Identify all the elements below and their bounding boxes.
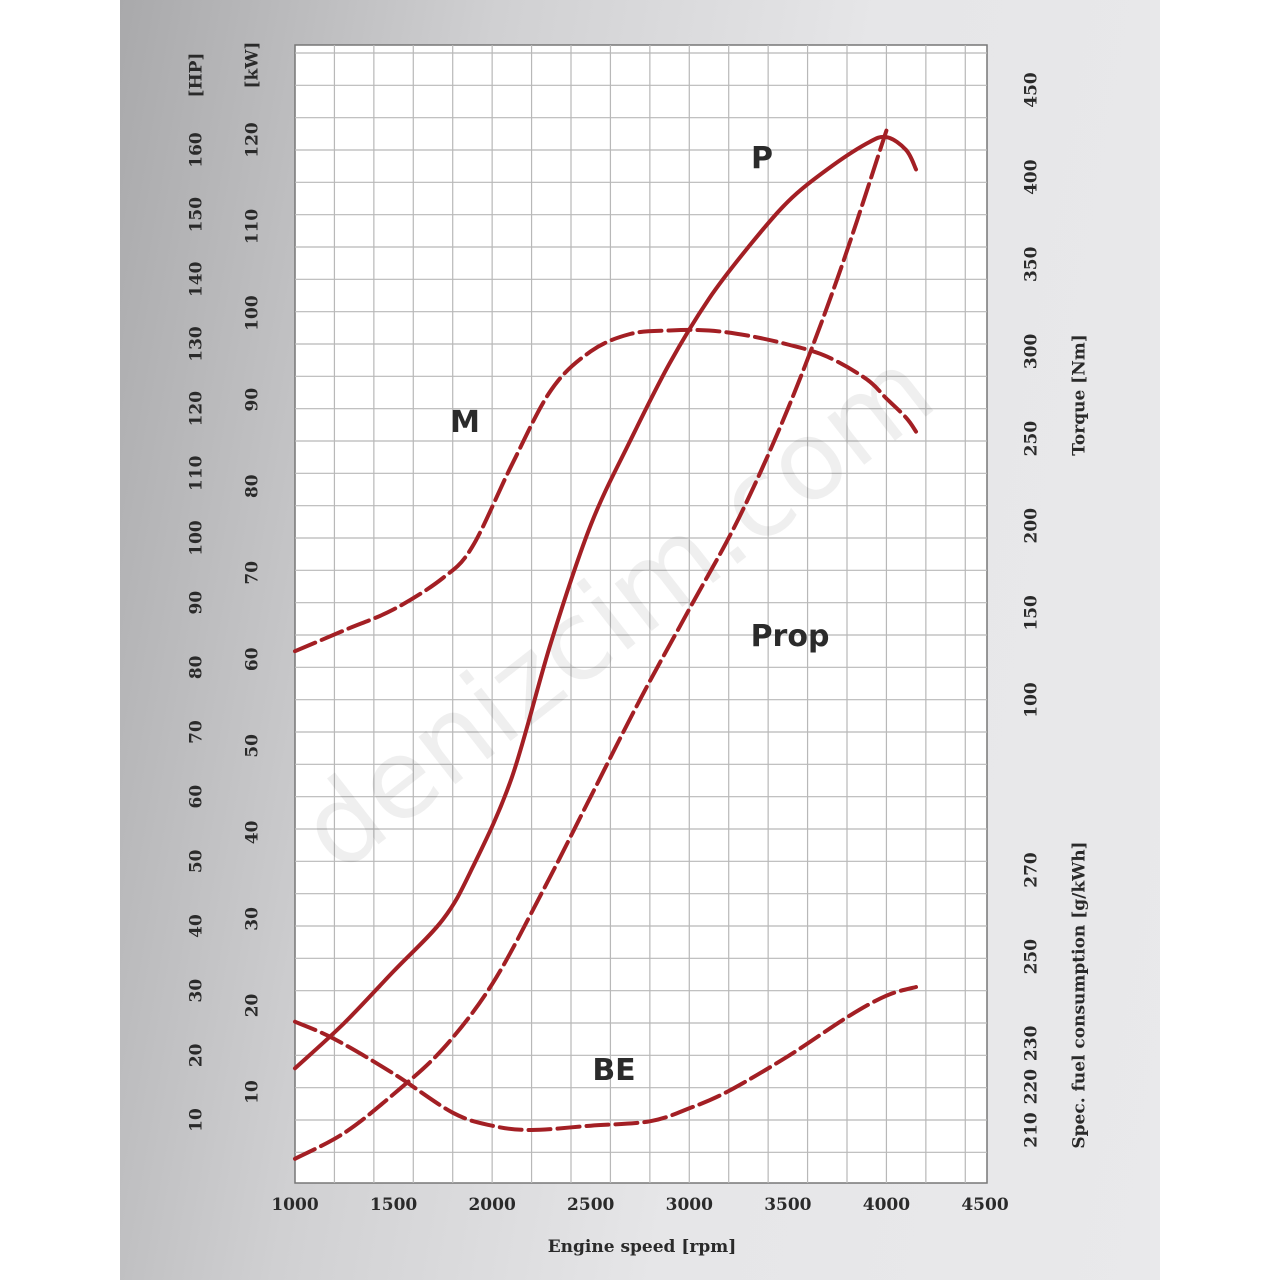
series-label-prop: Prop bbox=[751, 619, 830, 654]
kw-tick-label: 20 bbox=[243, 993, 263, 1017]
x-axis-title: Engine speed [rpm] bbox=[548, 1237, 737, 1257]
torque-tick-label: 150 bbox=[1022, 595, 1042, 631]
kw-tick-label: 50 bbox=[243, 734, 263, 758]
series-prop-line bbox=[293, 128, 889, 1161]
x-tick-label: 2000 bbox=[468, 1195, 515, 1215]
torque-tick-label: 300 bbox=[1022, 334, 1042, 370]
sfc-tick-label: 250 bbox=[1022, 939, 1042, 975]
sfc-tick-label: 220 bbox=[1022, 1069, 1042, 1105]
kw-tick-label: 30 bbox=[243, 907, 263, 931]
torque-axis-title: Torque [Nm] bbox=[1070, 334, 1090, 456]
x-tick-label: 2500 bbox=[567, 1195, 614, 1215]
torque-tick-label: 350 bbox=[1022, 246, 1042, 282]
x-tick-label: 4500 bbox=[961, 1195, 1008, 1215]
kw-tick-label: 90 bbox=[243, 388, 263, 412]
torque-tick-label: 250 bbox=[1022, 421, 1042, 457]
kw-tick-label: 40 bbox=[243, 820, 263, 844]
hp-tick-label: 60 bbox=[187, 785, 207, 809]
series-label-p: P bbox=[751, 141, 773, 176]
sfc-tick-label: 210 bbox=[1022, 1112, 1042, 1148]
series-label-be: BE bbox=[592, 1053, 635, 1088]
kw-axis-unit: [kW] bbox=[243, 42, 263, 89]
hp-tick-label: 50 bbox=[187, 849, 207, 873]
series-be-line bbox=[293, 985, 918, 1132]
sfc-tick-label: 270 bbox=[1022, 852, 1042, 888]
hp-tick-label: 160 bbox=[187, 132, 207, 168]
sfc-tick-label: 230 bbox=[1022, 1025, 1042, 1061]
kw-tick-label: 60 bbox=[243, 647, 263, 671]
sfc-axis-title: Spec. fuel consumption [g/kWh] bbox=[1070, 841, 1090, 1148]
x-tick-label: 1500 bbox=[370, 1195, 417, 1215]
torque-tick-label: 100 bbox=[1022, 682, 1042, 718]
hp-tick-label: 120 bbox=[187, 391, 207, 427]
x-tick-label: 3000 bbox=[666, 1195, 713, 1215]
axes: 1000 1500 2000 2500 3000 3500 4000 4500 Engine s… bbox=[187, 42, 1090, 1257]
hp-axis-unit: [HP] bbox=[187, 53, 207, 98]
curves: P M Prop BE bbox=[293, 128, 918, 1161]
kw-tick-label: 80 bbox=[243, 474, 263, 498]
kw-tick-label: 100 bbox=[243, 295, 263, 331]
hp-tick-label: 10 bbox=[187, 1108, 207, 1132]
hp-tick-label: 140 bbox=[187, 261, 207, 297]
hp-tick-label: 40 bbox=[187, 914, 207, 938]
series-p-line bbox=[293, 134, 918, 1071]
torque-tick-label: 200 bbox=[1022, 508, 1042, 544]
kw-tick-label: 120 bbox=[243, 122, 263, 158]
kw-tick-label: 10 bbox=[243, 1080, 263, 1104]
hp-tick-label: 110 bbox=[187, 455, 207, 491]
x-tick-label: 3500 bbox=[764, 1195, 811, 1215]
torque-tick-label: 400 bbox=[1022, 159, 1042, 195]
hp-tick-label: 130 bbox=[187, 326, 207, 362]
hp-tick-label: 150 bbox=[187, 197, 207, 233]
kw-tick-label: 110 bbox=[243, 209, 263, 245]
kw-tick-label: 70 bbox=[243, 561, 263, 585]
torque-tick-label: 450 bbox=[1022, 72, 1042, 108]
x-tick-label: 1000 bbox=[271, 1195, 318, 1215]
hp-tick-label: 30 bbox=[187, 979, 207, 1003]
x-tick-label: 4000 bbox=[863, 1195, 910, 1215]
hp-tick-label: 80 bbox=[187, 655, 207, 679]
hp-tick-label: 70 bbox=[187, 720, 207, 744]
hp-tick-label: 100 bbox=[187, 520, 207, 556]
plot-area bbox=[294, 44, 988, 1184]
series-m-line bbox=[293, 327, 918, 654]
series-label-m: M bbox=[450, 405, 480, 440]
hp-tick-label: 20 bbox=[187, 1043, 207, 1067]
hp-tick-label: 90 bbox=[187, 591, 207, 615]
